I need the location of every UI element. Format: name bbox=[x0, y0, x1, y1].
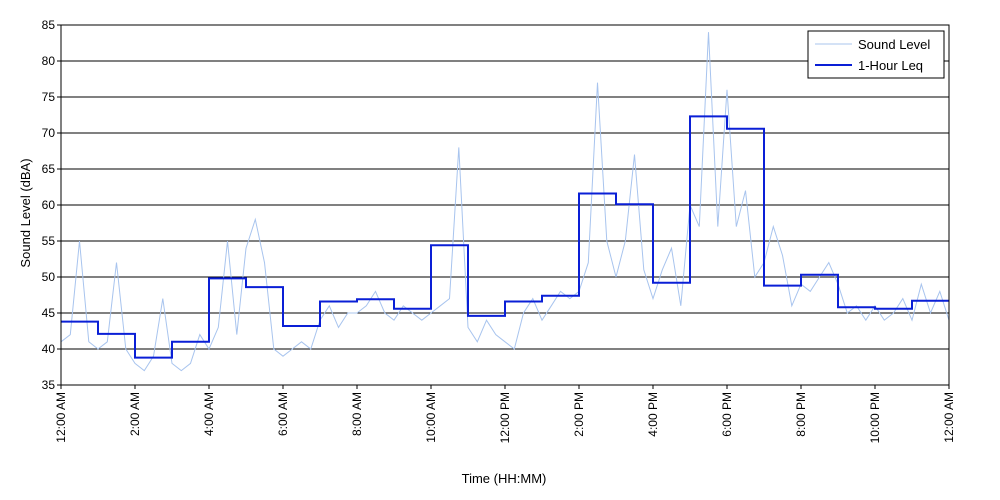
legend-label-1-hour-leq: 1-Hour Leq bbox=[858, 58, 923, 73]
x-tick-label: 8:00 PM bbox=[794, 392, 808, 437]
y-tick-label: 65 bbox=[42, 162, 56, 176]
x-tick-label: 10:00 PM bbox=[868, 392, 882, 443]
series-1-hour-leq-step bbox=[61, 115, 949, 359]
legend-box bbox=[807, 30, 945, 79]
x-axis-ticks: 12:00 AM 2:00 AM 4:00 AM 6:00 AM 8:00 AM 10:0… bbox=[54, 385, 956, 443]
x-tick-label: 6:00 PM bbox=[720, 392, 734, 437]
y-tick-label: 85 bbox=[42, 18, 56, 32]
x-tick-label: 8:00 AM bbox=[350, 392, 364, 436]
y-axis-title: Sound Level (dBA) bbox=[18, 158, 33, 267]
x-tick-label: 12:00 AM bbox=[942, 392, 956, 443]
x-tick-label: 6:00 AM bbox=[276, 392, 290, 436]
y-tick-label: 45 bbox=[42, 306, 56, 320]
y-axis-ticks: 35 40 45 50 55 60 65 70 75 80 85 bbox=[42, 18, 61, 392]
x-tick-label: 12:00 AM bbox=[54, 392, 68, 443]
y-tick-label: 55 bbox=[42, 234, 56, 248]
legend-label-sound-level: Sound Level bbox=[858, 37, 930, 52]
y-tick-label: 35 bbox=[42, 378, 56, 392]
legend: Sound Level 1-Hour Leq bbox=[807, 30, 945, 79]
x-tick-label: 4:00 AM bbox=[202, 392, 216, 436]
plot-series bbox=[60, 32, 950, 372]
y-tick-label: 40 bbox=[42, 342, 56, 356]
series-sound-level-line bbox=[60, 32, 950, 372]
y-tick-label: 70 bbox=[42, 126, 56, 140]
y-tick-label: 60 bbox=[42, 198, 56, 212]
x-axis-title: Time (HH:MM) bbox=[462, 471, 547, 486]
x-tick-label: 12:00 PM bbox=[498, 392, 512, 443]
x-tick-label: 4:00 PM bbox=[646, 392, 660, 437]
x-tick-label: 10:00 AM bbox=[424, 392, 438, 443]
y-tick-label: 50 bbox=[42, 270, 56, 284]
y-tick-label: 75 bbox=[42, 90, 56, 104]
x-tick-label: 2:00 AM bbox=[128, 392, 142, 436]
y-tick-label: 80 bbox=[42, 54, 56, 68]
x-tick-label: 2:00 PM bbox=[572, 392, 586, 437]
